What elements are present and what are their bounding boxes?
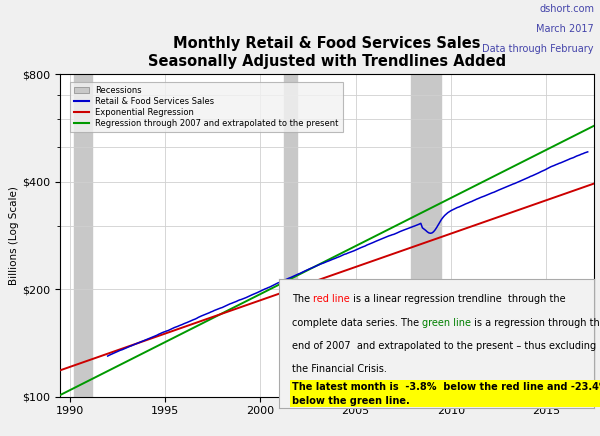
Bar	[74, 74, 92, 397]
Text: The: The	[292, 294, 313, 304]
Text: red line: red line	[313, 294, 350, 304]
Y-axis label: Billions (Log Scale): Billions (Log Scale)	[10, 186, 19, 285]
Text: March 2017: March 2017	[536, 24, 594, 34]
Legend: Recessions, Retail & Food Services Sales, Exponential Regression, Regression thr: Recessions, Retail & Food Services Sales…	[70, 82, 343, 132]
Text: dshort.com: dshort.com	[539, 4, 594, 14]
Text: is a linear regression trendline  through the: is a linear regression trendline through…	[350, 294, 565, 304]
Bar	[411, 74, 442, 397]
Bar	[284, 74, 297, 397]
Text: Data through February: Data through February	[482, 44, 594, 54]
Text: is a regression through the: is a regression through the	[471, 317, 600, 327]
Text: green line: green line	[422, 317, 471, 327]
Text: complete data series. The: complete data series. The	[292, 317, 422, 327]
Text: the Financial Crisis.: the Financial Crisis.	[292, 364, 386, 374]
Title: Monthly Retail & Food Services Sales
Seasonally Adjusted with Trendlines Added: Monthly Retail & Food Services Sales Sea…	[148, 36, 506, 69]
Text: end of 2007  and extrapolated to the present – thus excluding: end of 2007 and extrapolated to the pres…	[292, 341, 596, 351]
Text: The latest month is  -3.8%  below the red line and -23.4%
below the green line.: The latest month is -3.8% below the red …	[292, 382, 600, 406]
